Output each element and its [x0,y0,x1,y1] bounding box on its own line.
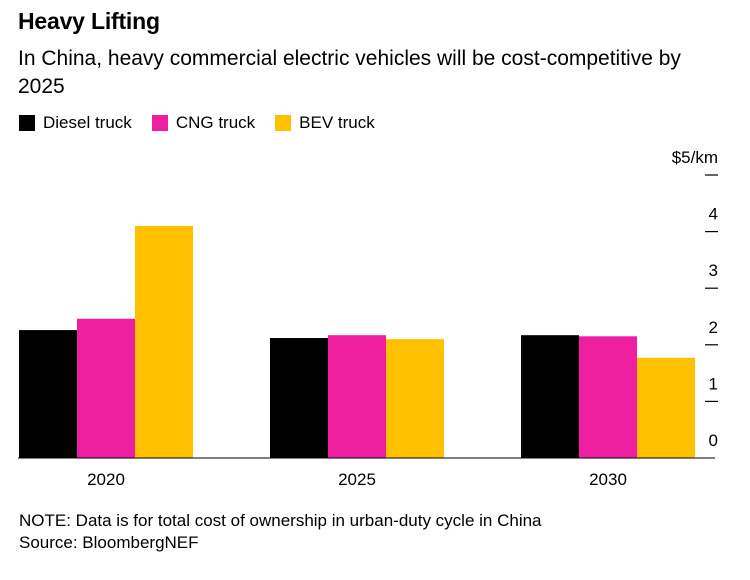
legend-item-cng: CNG truck [151,113,256,133]
y-tick-label-5: $5/km [672,148,718,167]
bar-diesel-truck-2020 [19,330,77,458]
bar-cng-truck-2030 [579,336,637,458]
x-tick-label-2025: 2025 [338,470,376,489]
bar-diesel-truck-2025 [270,338,328,458]
legend-label-cng: CNG truck [175,113,256,132]
legend-item-diesel: Diesel truck [19,113,132,133]
chart-subtitle: In China, heavy commercial electric vehi… [18,47,681,98]
bar-bev-truck-2020 [135,225,193,458]
bar-cng-truck-2020 [77,318,135,458]
bar-cng-truck-2025 [328,335,386,458]
legend-label-bev: BEV truck [299,113,375,132]
y-tick-label-3: 3 [709,261,718,280]
y-tick-label-1: 1 [709,374,718,393]
chart-title: Heavy Lifting [18,8,160,34]
bar-diesel-truck-2030 [521,335,579,458]
note-text: NOTE: Data is for total cost of ownershi… [19,511,542,530]
legend: Diesel truck CNG truck BEV truck [19,113,395,133]
bar-bev-truck-2025 [386,339,444,458]
legend-item-bev: BEV truck [275,113,375,133]
legend-swatch-diesel [19,115,35,131]
y-tick-label-0: 0 [709,431,718,450]
x-tick-label-2020: 2020 [87,470,125,489]
chart-footnote: NOTE: Data is for total cost of ownershi… [19,510,542,554]
source-text: Source: BloombergNEF [19,533,199,552]
bar-chart: 2020 2025 2030 1 2 3 4 $5/km 0 [18,148,718,489]
x-tick-label-2030: 2030 [589,470,627,489]
bar-bev-truck-2030 [637,357,695,458]
legend-swatch-bev [275,115,292,131]
legend-swatch-cng [151,115,168,131]
legend-label-diesel: Diesel truck [43,113,132,132]
y-tick-label-2: 2 [709,318,718,337]
y-tick-label-4: 4 [709,205,718,224]
